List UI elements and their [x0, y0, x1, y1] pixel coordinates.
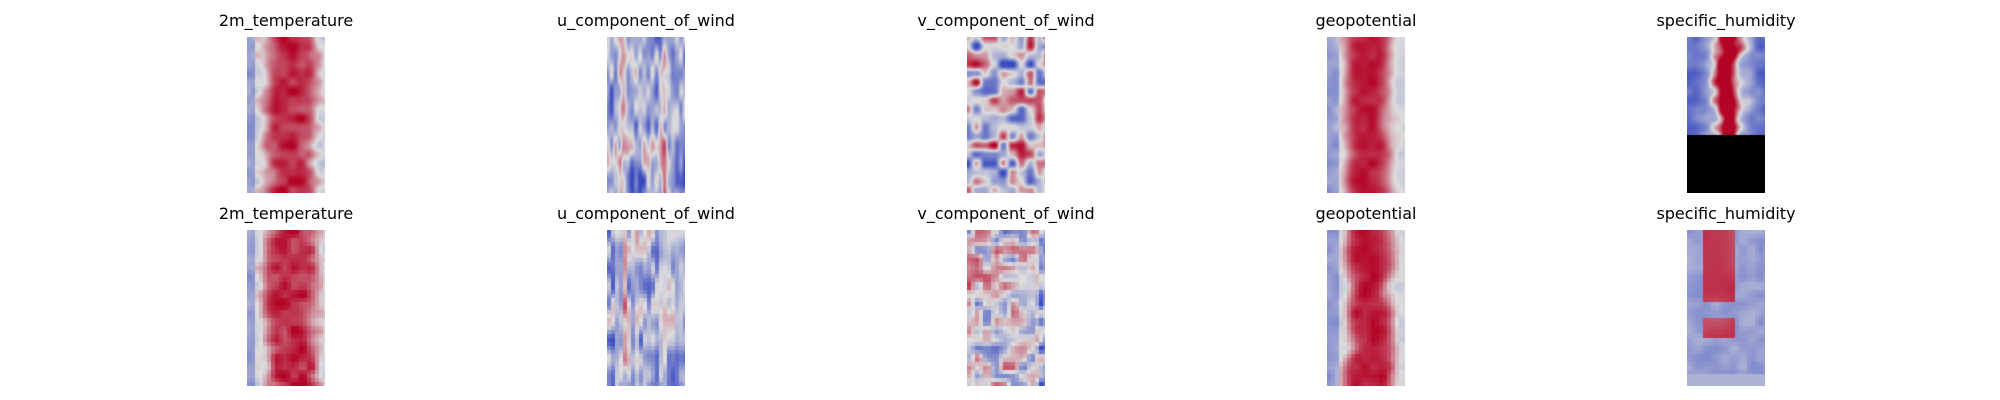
panel-title: specific_humidity: [1656, 11, 1796, 30]
panel-title: specific_humidity: [1656, 204, 1796, 223]
heatmap-panel: v_component_of_wind: [906, 203, 1106, 393]
panel-title: v_component_of_wind: [917, 11, 1095, 30]
heatmap-image: [967, 230, 1045, 386]
panel-title: 2m_temperature: [218, 204, 354, 223]
heatmap-image: [1687, 37, 1765, 193]
heatmap-panel: specific_humidity: [1626, 10, 1826, 200]
panel-title: u_component_of_wind: [557, 11, 735, 30]
heatmap-panel: 2m_temperature: [186, 10, 386, 200]
heatmap-image: [967, 37, 1045, 193]
heatmap-image: [247, 230, 325, 386]
panel-title: u_component_of_wind: [557, 204, 735, 223]
heatmap-image: [1327, 37, 1405, 193]
heatmap-image: [607, 37, 685, 193]
panel-title: v_component_of_wind: [917, 204, 1095, 223]
heatmap-panel: geopotential: [1266, 10, 1466, 200]
panel-title: geopotential: [1315, 11, 1417, 30]
heatmap-panel: u_component_of_wind: [546, 203, 746, 393]
panel-title: 2m_temperature: [218, 11, 354, 30]
heatmap-panel: u_component_of_wind: [546, 10, 746, 200]
heatmap-image: [607, 230, 685, 386]
heatmap-image: [247, 37, 325, 193]
heatmap-panel: 2m_temperature: [186, 203, 386, 393]
heatmap-panel: geopotential: [1266, 203, 1466, 393]
panel-title: geopotential: [1315, 204, 1417, 223]
heatmap-image: [1327, 230, 1405, 386]
heatmap-panel: specific_humidity: [1626, 203, 1826, 393]
heatmap-panel: v_component_of_wind: [906, 10, 1106, 200]
heatmap-image: [1687, 230, 1765, 386]
